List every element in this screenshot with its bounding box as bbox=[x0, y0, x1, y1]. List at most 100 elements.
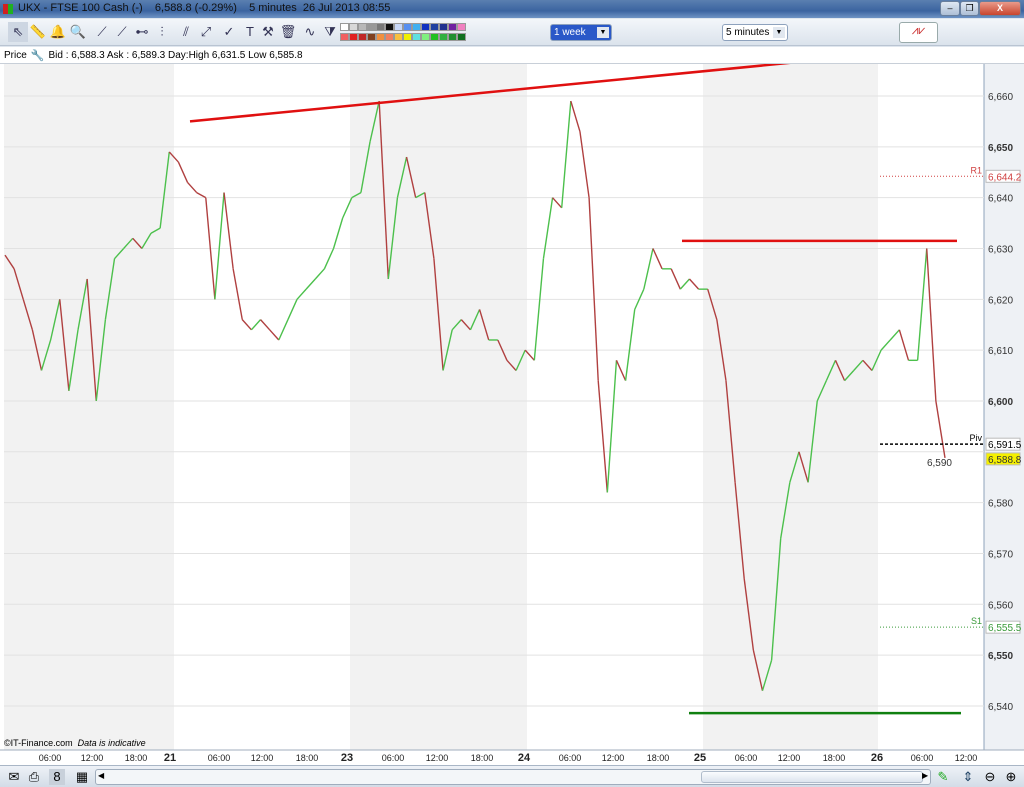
print-icon[interactable]: ⎙ bbox=[28, 769, 40, 784]
color-swatch[interactable] bbox=[403, 33, 412, 41]
color-swatch[interactable] bbox=[349, 33, 358, 41]
price-segment bbox=[853, 359, 864, 371]
text-icon[interactable]: T bbox=[246, 24, 254, 39]
trash-icon[interactable]: 🗑 bbox=[279, 24, 297, 39]
price-segment bbox=[634, 288, 645, 310]
price-segment bbox=[250, 319, 262, 331]
y-tick-label: 6,590 bbox=[927, 458, 952, 469]
r1-value-box bbox=[985, 169, 1021, 183]
tools-icon[interactable]: ⚒ bbox=[262, 24, 274, 39]
horizontal-line-icon[interactable]: ⊷ bbox=[135, 24, 149, 39]
s1-value: 6,555.5 bbox=[988, 623, 1022, 634]
indicators-icon[interactable]: ⩘⩗ bbox=[899, 22, 938, 43]
color-swatch[interactable] bbox=[358, 23, 367, 31]
minimize-button[interactable]: – bbox=[940, 1, 960, 16]
price-segment bbox=[670, 268, 681, 290]
color-swatch[interactable] bbox=[340, 23, 349, 31]
last-price-value: 6,588.8 bbox=[988, 455, 1022, 466]
price-segment bbox=[113, 248, 125, 260]
period-select[interactable]: 1 week ▼ bbox=[550, 24, 612, 41]
price-segment bbox=[223, 192, 234, 269]
zoom-in-icon[interactable]: ⊕ bbox=[1005, 769, 1017, 784]
price-chart[interactable]: 6,660 6,650 6,640 6,630 6,620 6,610 6,600 6,590… bbox=[0, 64, 1024, 765]
price-segment bbox=[898, 329, 910, 361]
fibonacci-icon[interactable]: ⤢ bbox=[200, 24, 212, 39]
close-button[interactable]: X bbox=[979, 1, 1021, 16]
color-swatch[interactable] bbox=[439, 23, 448, 31]
color-swatch[interactable] bbox=[448, 33, 457, 41]
color-swatch[interactable] bbox=[457, 33, 466, 41]
app-icon bbox=[3, 4, 13, 14]
parallel-lines-icon[interactable]: ⫽ bbox=[183, 24, 189, 39]
ruler-icon[interactable]: 📏 bbox=[29, 24, 47, 39]
trend-line-icon[interactable]: ⟋ bbox=[117, 24, 127, 39]
wave-pattern-icon[interactable]: ∿ bbox=[304, 24, 316, 39]
alert-bell-icon[interactable]: 🔔 bbox=[49, 24, 67, 39]
color-swatch[interactable] bbox=[439, 33, 448, 41]
color-swatch[interactable] bbox=[412, 23, 421, 31]
price-segment bbox=[716, 319, 727, 381]
color-swatch[interactable] bbox=[340, 33, 349, 41]
color-swatch[interactable] bbox=[358, 33, 367, 41]
restore-button[interactable]: ❐ bbox=[960, 1, 979, 16]
x-tick-label: 06:00 bbox=[559, 753, 582, 763]
price-segment bbox=[862, 359, 873, 371]
resistance-trendline bbox=[189, 64, 791, 123]
chevron-down-icon: ▼ bbox=[597, 27, 609, 38]
settings-icon[interactable]: ▦ bbox=[75, 769, 89, 784]
autoscale-icon[interactable]: ⇕ bbox=[962, 769, 974, 784]
scroll-right-icon[interactable]: ▶ bbox=[922, 771, 929, 780]
color-swatch[interactable] bbox=[376, 33, 385, 41]
color-swatch[interactable] bbox=[367, 23, 376, 31]
x-tick-label: 23 bbox=[341, 752, 353, 764]
vertical-line-icon[interactable]: ⫶ bbox=[160, 24, 164, 39]
pointer-icon[interactable]: ⇖ bbox=[8, 22, 28, 42]
x-tick-label: 06:00 bbox=[39, 753, 62, 763]
color-swatch[interactable] bbox=[457, 23, 466, 31]
color-swatch[interactable] bbox=[385, 33, 394, 41]
color-swatch[interactable] bbox=[367, 33, 376, 41]
y-tick-label: 6,660 bbox=[988, 92, 1013, 103]
price-segment bbox=[104, 258, 116, 320]
price-segment bbox=[59, 299, 70, 391]
price-segment bbox=[141, 232, 152, 249]
interval-select[interactable]: 5 minutes ▼ bbox=[722, 24, 788, 41]
color-swatch[interactable] bbox=[421, 23, 430, 31]
price-segment bbox=[643, 248, 654, 290]
color-swatch[interactable] bbox=[394, 23, 403, 31]
wrench-icon[interactable]: 🔧 bbox=[30, 49, 45, 62]
chevron-down-icon: ▼ bbox=[773, 27, 785, 38]
color-swatch[interactable] bbox=[430, 23, 439, 31]
color-swatch[interactable] bbox=[403, 23, 412, 31]
price-segment bbox=[780, 482, 791, 539]
y-tick-label: 6,650 bbox=[988, 143, 1013, 154]
zoom-out-icon[interactable]: ⊖ bbox=[984, 769, 996, 784]
price-segment bbox=[95, 319, 107, 402]
price-segment bbox=[451, 319, 462, 331]
scroll-left-icon[interactable]: ◀ bbox=[98, 771, 105, 780]
color-swatch[interactable] bbox=[421, 33, 430, 41]
copyright-text: ©IT-Finance.com bbox=[4, 738, 73, 748]
email-icon[interactable]: ✉ bbox=[8, 769, 20, 784]
draw-icon[interactable]: ✎ bbox=[937, 769, 949, 784]
link-icon[interactable]: 8 bbox=[49, 769, 65, 785]
color-swatch[interactable] bbox=[349, 23, 358, 31]
price-segment bbox=[351, 191, 362, 199]
price-segment bbox=[789, 451, 800, 483]
price-segment bbox=[241, 319, 252, 331]
magnifier-icon[interactable]: 🔍 bbox=[69, 24, 87, 39]
title-bar: UKX - FTSE 100 Cash (-) 6,588.8 (-0.29%)… bbox=[0, 0, 1024, 18]
color-swatch[interactable] bbox=[385, 23, 394, 31]
color-swatch[interactable] bbox=[376, 23, 385, 31]
color-swatch[interactable] bbox=[412, 33, 421, 41]
color-swatch[interactable] bbox=[448, 23, 457, 31]
scrollbar-thumb[interactable] bbox=[701, 771, 923, 783]
period-value: 1 week bbox=[554, 27, 586, 38]
color-swatch[interactable] bbox=[430, 33, 439, 41]
indicator-icon[interactable]: ✓ bbox=[223, 24, 235, 39]
line-segment-icon[interactable]: ⟋ bbox=[97, 24, 107, 39]
horizontal-scrollbar[interactable]: ◀ ▶ bbox=[95, 769, 931, 785]
color-swatch[interactable] bbox=[394, 33, 403, 41]
price-segment bbox=[825, 360, 837, 381]
triangle-pattern-icon[interactable]: ⧩ bbox=[324, 24, 336, 39]
